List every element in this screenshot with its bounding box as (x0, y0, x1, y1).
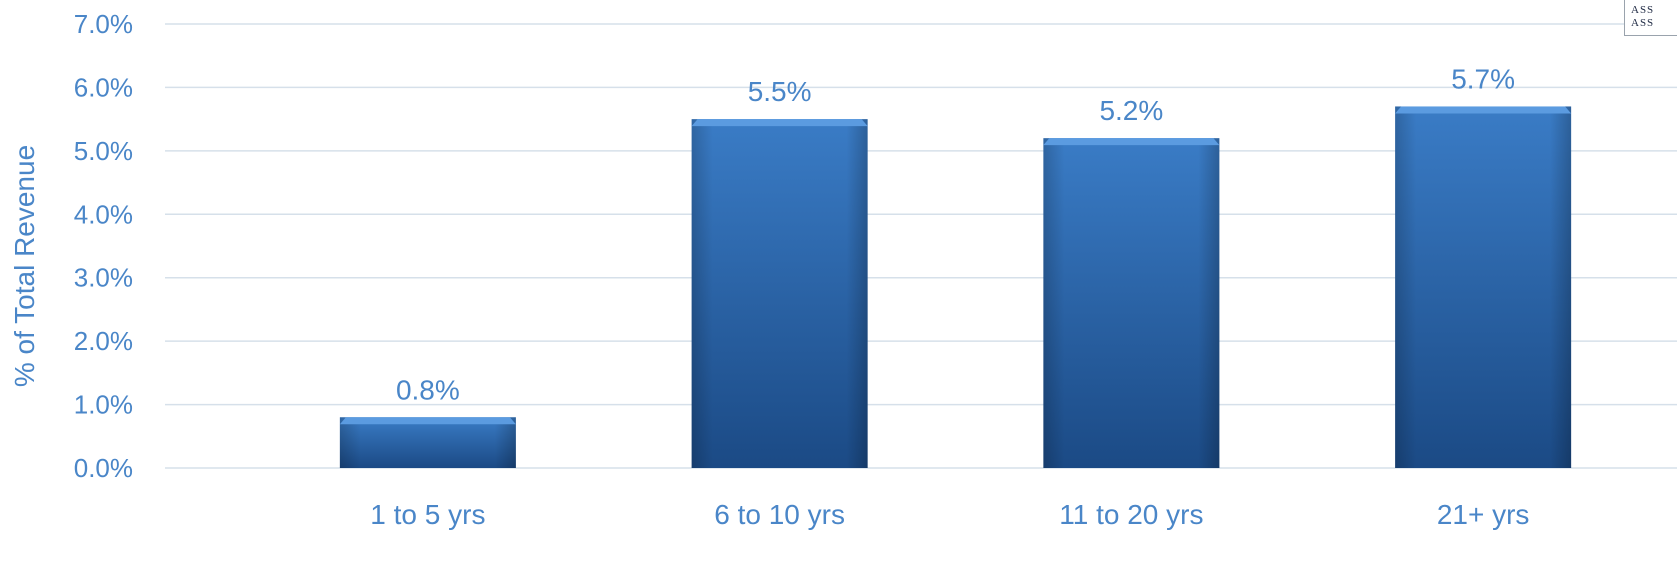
bar (1043, 138, 1220, 468)
bar-shade (1395, 106, 1572, 468)
bar-shade (1043, 138, 1220, 468)
data-label: 5.5% (748, 76, 812, 107)
bar (1395, 106, 1572, 468)
gridlines (165, 23, 1677, 469)
y-tick-label: 5.0% (74, 136, 133, 166)
y-axis-title: % of Total Revenue (9, 145, 40, 387)
y-tick-label: 3.0% (74, 263, 133, 293)
y-tick-label: 4.0% (74, 199, 133, 229)
logo-line-1: ASS (1631, 4, 1655, 16)
y-tick-label: 0.0% (74, 453, 133, 483)
y-axis-ticks: 0.0% 1.0% 2.0% 3.0% 4.0% 5.0% 6.0% 7.0% (74, 9, 133, 483)
y-tick-label: 2.0% (74, 326, 133, 356)
bars (339, 106, 1572, 469)
logo-line-2: ASS (1631, 17, 1655, 29)
bar-cap (339, 417, 516, 425)
y-tick-label: 6.0% (74, 72, 133, 102)
x-category-label: 1 to 5 yrs (370, 499, 485, 530)
bar-shade (691, 119, 868, 469)
x-category-label: 11 to 20 yrs (1059, 499, 1203, 530)
bar-cap (1395, 106, 1572, 114)
data-labels: 0.8% 5.5% 5.2% 5.7% (396, 63, 1515, 405)
data-label: 5.7% (1451, 63, 1515, 94)
x-category-label: 6 to 10 yrs (714, 499, 845, 530)
bar-cap (1043, 138, 1220, 146)
y-tick-label: 7.0% (74, 9, 133, 39)
data-label: 5.2% (1099, 95, 1163, 126)
bar (691, 119, 868, 469)
bar-shade (339, 417, 516, 468)
bar (339, 417, 516, 468)
x-axis-categories: 1 to 5 yrs 6 to 10 yrs 11 to 20 yrs 21+ yrs (370, 499, 1529, 530)
logo: ASS ASS (1624, 0, 1677, 36)
bar-cap (691, 119, 868, 127)
y-tick-label: 1.0% (74, 390, 133, 420)
data-label: 0.8% (396, 374, 460, 405)
x-category-label: 21+ yrs (1437, 499, 1530, 530)
